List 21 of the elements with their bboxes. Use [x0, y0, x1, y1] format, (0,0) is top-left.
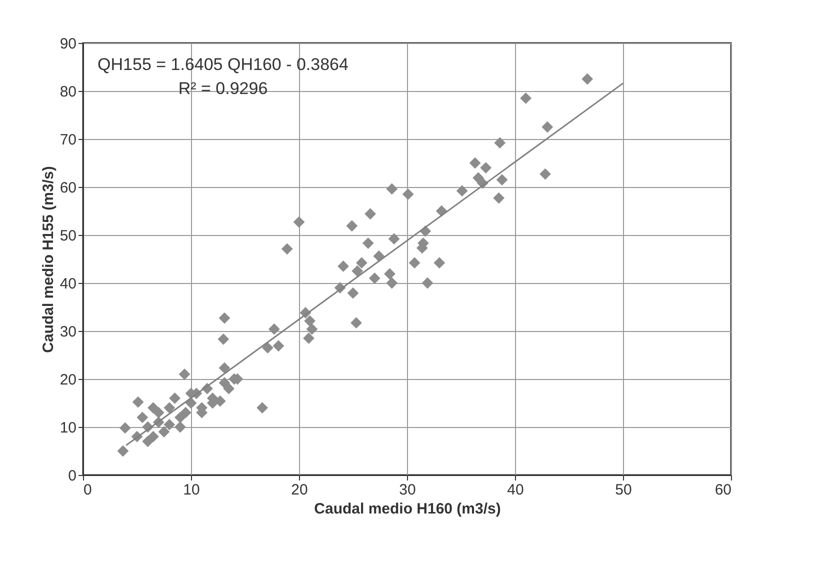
y-tick-label: 10 — [60, 420, 76, 436]
x-tick-label: 40 — [507, 482, 524, 498]
y-tick-label: 70 — [60, 132, 76, 148]
x-axis-title: Caudal medio H160 (m3/s) — [314, 500, 501, 518]
y-axis-title: Caudal medio H155 (m3/s) — [40, 166, 57, 353]
x-tick-label: 10 — [183, 482, 200, 498]
y-tick-label: 20 — [60, 372, 76, 388]
x-tick-label: 20 — [291, 482, 308, 498]
annotation: QH155 = 1.6405 QH160 - 0.3864 — [98, 55, 348, 74]
y-tick-label: 30 — [60, 324, 76, 340]
y-tick-label: 80 — [60, 84, 76, 100]
x-tick-label: 0 — [84, 482, 92, 498]
x-tick-label: 30 — [399, 482, 416, 498]
x-tick-label: 60 — [714, 482, 732, 498]
y-tick-label: 0 — [68, 468, 76, 484]
annotation: R² = 0.9296 — [178, 79, 268, 98]
y-tick-label: 50 — [60, 228, 76, 244]
x-tick-label: 50 — [615, 482, 632, 498]
y-tick-label: 60 — [60, 180, 76, 196]
y-tick-label: 40 — [60, 276, 76, 292]
y-tick-label: 90 — [60, 36, 76, 52]
